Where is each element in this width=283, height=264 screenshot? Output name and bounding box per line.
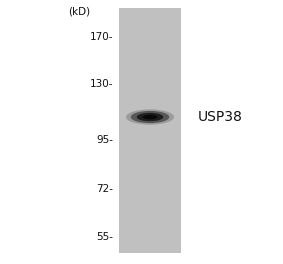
Text: 170-: 170- [90, 32, 113, 42]
Text: (kD): (kD) [68, 7, 90, 17]
Ellipse shape [137, 113, 163, 121]
Text: 130-: 130- [90, 79, 113, 89]
Ellipse shape [131, 111, 169, 123]
Text: USP38: USP38 [198, 110, 243, 124]
Ellipse shape [143, 115, 157, 119]
Text: 72-: 72- [96, 184, 113, 194]
Bar [119, 8, 181, 253]
Ellipse shape [126, 109, 174, 125]
Text: 95-: 95- [96, 135, 113, 145]
Text: 55-: 55- [96, 232, 113, 242]
